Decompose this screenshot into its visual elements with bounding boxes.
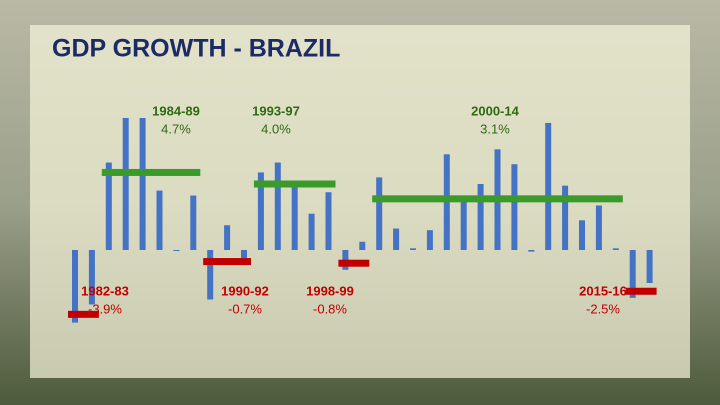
period-value: -3.9% <box>88 301 122 316</box>
bar <box>528 250 535 252</box>
period-label: 1982-83 <box>81 283 129 298</box>
period-average-line <box>203 258 251 266</box>
bar <box>274 162 281 250</box>
period-average-line <box>68 310 99 318</box>
bar <box>224 225 231 250</box>
bar <box>105 162 112 250</box>
period-average-line <box>253 180 336 188</box>
period-average-line <box>101 168 201 176</box>
bar <box>410 248 416 250</box>
bar <box>72 250 78 323</box>
bar <box>376 177 383 250</box>
bar <box>426 230 433 250</box>
bar <box>579 220 585 250</box>
bar <box>325 192 332 250</box>
bar <box>156 190 163 250</box>
period-average-line <box>372 195 623 203</box>
bar <box>207 250 214 300</box>
bar <box>562 185 569 250</box>
bar <box>393 228 400 250</box>
period-label: 1993-97 <box>252 103 300 118</box>
bar <box>139 118 146 250</box>
bar <box>122 118 129 250</box>
period-label: 2015-16 <box>579 283 627 298</box>
period-value: -2.5% <box>586 301 620 316</box>
period-value: -0.7% <box>228 301 262 316</box>
bar <box>88 250 95 305</box>
chart-title: GDP GROWTH - BRAZIL <box>52 35 340 63</box>
bar <box>173 250 180 251</box>
period-value: 4.0% <box>261 121 291 136</box>
bar <box>359 241 366 250</box>
bar <box>612 248 619 250</box>
bar <box>595 205 602 250</box>
bar <box>545 122 552 250</box>
bar <box>291 180 298 250</box>
period-label: 1990-92 <box>221 283 269 298</box>
bar <box>629 250 636 298</box>
period-average-line <box>338 259 370 267</box>
period-average-line <box>625 287 657 295</box>
period-label: 1998-99 <box>306 283 354 298</box>
period-value: 3.1% <box>480 121 510 136</box>
bar <box>460 197 467 250</box>
bar <box>308 213 315 250</box>
bar <box>257 172 264 250</box>
period-label: 2000-14 <box>471 103 519 118</box>
period-value: -0.8% <box>313 301 347 316</box>
period-value: 4.7% <box>161 121 191 136</box>
bar <box>477 184 484 250</box>
bar <box>511 164 518 250</box>
bar <box>241 250 247 259</box>
bar <box>190 195 197 250</box>
period-label: 1984-89 <box>152 103 200 118</box>
bar <box>646 250 653 283</box>
